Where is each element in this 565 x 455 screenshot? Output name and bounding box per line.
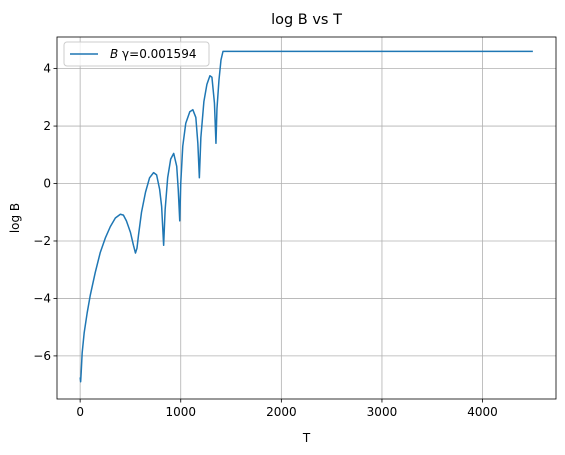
x-axis-label: T bbox=[302, 431, 311, 445]
y-axis-label: log B bbox=[8, 203, 22, 233]
y-tick-label: 4 bbox=[43, 62, 51, 76]
y-tick-label: −2 bbox=[33, 234, 51, 248]
series-line bbox=[79, 50, 533, 383]
y-tick-label: 0 bbox=[43, 177, 51, 191]
legend-label-value: γ=0.001594 bbox=[118, 47, 196, 61]
y-tick-label: −4 bbox=[33, 291, 51, 305]
y-tick-label: 2 bbox=[43, 119, 51, 133]
ticks: 0 1000 2000 3000 4000 −6 −4 −2 0 2 4 bbox=[33, 62, 498, 419]
x-tick-label: 0 bbox=[76, 405, 84, 419]
chart-title: log B vs T bbox=[271, 12, 342, 28]
legend-label-symbol: B bbox=[110, 47, 118, 61]
x-tick-label: 2000 bbox=[266, 405, 297, 419]
y-tick-label: −6 bbox=[33, 349, 51, 363]
x-tick-label: 1000 bbox=[165, 405, 196, 419]
x-tick-label: 3000 bbox=[367, 405, 398, 419]
legend: B γ=0.001594 bbox=[63, 41, 210, 67]
legend-label: B γ=0.001594 bbox=[110, 47, 196, 61]
plot-area bbox=[79, 50, 533, 383]
grid bbox=[57, 37, 556, 399]
plot-frame bbox=[56, 36, 557, 400]
x-tick-label: 4000 bbox=[467, 405, 498, 419]
legend-box bbox=[63, 41, 210, 67]
